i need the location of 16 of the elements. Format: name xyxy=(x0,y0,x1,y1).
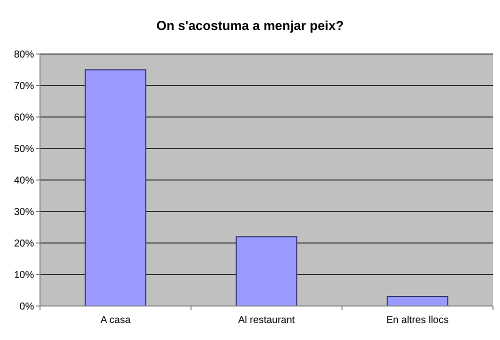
x-tick-label: A casa xyxy=(100,315,131,326)
y-tick-label: 10% xyxy=(14,270,34,281)
x-tick-label: En altres llocs xyxy=(386,315,449,326)
bar xyxy=(386,296,448,306)
bar xyxy=(84,69,146,306)
y-tick-label: 0% xyxy=(20,302,34,312)
y-tick-label: 40% xyxy=(14,176,34,186)
chart-title: On s'acostuma a menjar peix? xyxy=(156,18,344,33)
x-tick-label: Al restaurant xyxy=(238,315,296,326)
y-tick-label: 60% xyxy=(14,112,34,124)
y-tick-label: 50% xyxy=(14,144,34,155)
bar xyxy=(236,236,298,306)
y-tick-label: 30% xyxy=(14,207,34,218)
y-tick-label: 20% xyxy=(14,238,34,250)
y-tick-label: 70% xyxy=(14,81,34,92)
y-tick-label: 80% xyxy=(14,50,34,60)
